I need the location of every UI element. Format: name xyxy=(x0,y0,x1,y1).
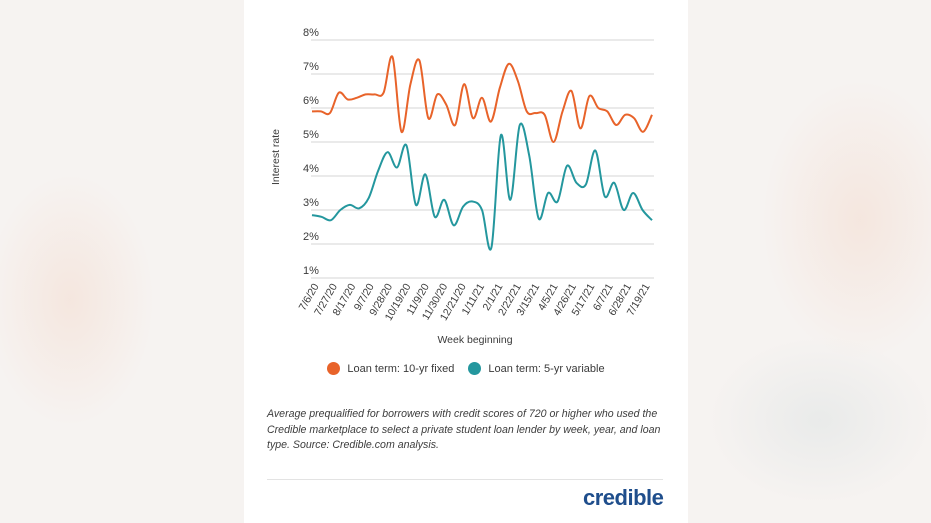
y-tick-label: 6% xyxy=(303,95,319,107)
divider xyxy=(267,479,663,480)
credible-logo: credible xyxy=(583,485,664,510)
y-axis-ticks: 8% 7% 6% 5% 4% 3% 2% 1% xyxy=(303,27,319,277)
y-tick-label: 2% xyxy=(303,231,319,243)
chart-card: 8% 7% 6% 5% 4% 3% 2% 1% 7/6/20 7/27/20 8/17/20 9/7… xyxy=(244,0,688,523)
legend-swatch-5yr-variable xyxy=(468,362,482,375)
y-tick-label: 4% xyxy=(303,163,319,175)
series-line-10yr-fixed xyxy=(311,55,653,144)
gridlines xyxy=(311,39,654,279)
y-tick-label: 1% xyxy=(303,265,319,277)
y-tick-label: 3% xyxy=(303,197,319,209)
series-lines xyxy=(311,55,653,251)
y-tick-label: 5% xyxy=(303,129,319,141)
legend-label-10yr-fixed: Loan term: 10-yr fixed xyxy=(347,362,455,375)
legend-item-10yr-fixed: Loan term: 10-yr fixed xyxy=(327,362,454,375)
legend-swatch-10yr-fixed xyxy=(327,362,341,375)
y-tick-label: 8% xyxy=(303,27,319,39)
legend-label-5yr-variable: Loan term: 5-yr variable xyxy=(488,362,605,375)
legend-item-5yr-variable: Loan term: 5-yr variable xyxy=(468,362,605,375)
x-axis-ticks: 7/6/207/27/208/17/209/7/209/28/2010/19/2… xyxy=(297,281,653,323)
legend: Loan term: 10-yr fixed Loan term: 5-yr v… xyxy=(244,362,688,375)
y-axis-title: Interest rate xyxy=(270,129,282,185)
y-tick-label: 7% xyxy=(303,61,319,73)
series-line-5yr-variable xyxy=(311,122,653,251)
line-chart: 8% 7% 6% 5% 4% 3% 2% 1% 7/6/207/27/208/17/209/7… xyxy=(270,27,654,346)
chart-caption: Average prequalified for borrowers with … xyxy=(267,408,661,451)
x-axis-title: Week beginning xyxy=(437,334,512,346)
